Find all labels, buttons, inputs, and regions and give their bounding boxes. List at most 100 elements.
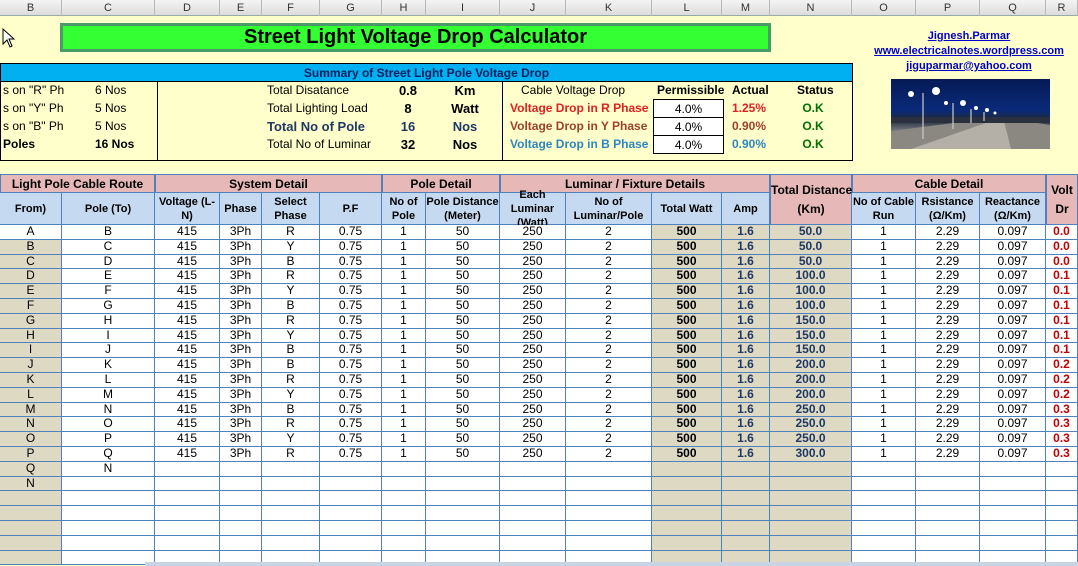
table-cell[interactable]: 1 xyxy=(382,402,426,418)
table-cell[interactable]: 2 xyxy=(566,313,652,329)
table-cell[interactable]: 50 xyxy=(426,269,500,285)
table-cell[interactable]: 415 xyxy=(155,402,220,418)
table-cell[interactable]: 2 xyxy=(566,431,652,447)
column-header-j[interactable]: J xyxy=(500,0,566,16)
column-header-r[interactable]: R xyxy=(1046,0,1078,16)
column-header-m[interactable]: M xyxy=(722,0,770,16)
table-cell[interactable]: 2 xyxy=(566,343,652,359)
table-cell[interactable]: O xyxy=(62,417,155,433)
column-header-e[interactable]: E xyxy=(220,0,262,16)
table-cell[interactable]: 50 xyxy=(426,357,500,373)
table-cell[interactable]: 0.75 xyxy=(320,298,382,314)
column-header-i[interactable]: I xyxy=(426,0,500,16)
permissible-input[interactable]: 4.0% xyxy=(653,135,724,154)
table-cell[interactable]: 2 xyxy=(566,387,652,403)
table-cell[interactable]: Q xyxy=(62,446,155,462)
column-header-n[interactable]: N xyxy=(770,0,852,16)
table-cell[interactable]: 0.75 xyxy=(320,254,382,270)
table-cell[interactable]: 0.75 xyxy=(320,446,382,462)
email-link[interactable]: jiguparmar@yahoo.com xyxy=(906,60,1032,72)
table-cell[interactable]: 50 xyxy=(426,431,500,447)
table-cell[interactable]: 3Ph xyxy=(220,283,262,299)
table-cell[interactable]: 3Ph xyxy=(220,239,262,255)
table-cell[interactable]: 2 xyxy=(566,254,652,270)
table-cell[interactable]: N xyxy=(62,402,155,418)
table-cell[interactable]: H xyxy=(62,313,155,329)
table-cell[interactable]: 2 xyxy=(566,357,652,373)
table-cell[interactable]: 3Ph xyxy=(220,269,262,285)
table-cell[interactable]: Y xyxy=(262,283,320,299)
table-cell[interactable]: 250 xyxy=(500,387,566,403)
table-cell[interactable]: 2 xyxy=(566,224,652,240)
table-cell[interactable]: 50 xyxy=(426,328,500,344)
table-cell[interactable]: 250 xyxy=(500,298,566,314)
table-cell[interactable]: K xyxy=(62,357,155,373)
table-cell[interactable]: Y xyxy=(262,431,320,447)
table-cell[interactable]: B xyxy=(262,402,320,418)
table-cell[interactable]: 50 xyxy=(426,372,500,388)
table-cell[interactable]: 250 xyxy=(500,446,566,462)
table-cell[interactable]: 0.75 xyxy=(320,402,382,418)
table-cell[interactable]: 0.75 xyxy=(320,239,382,255)
column-header-q[interactable]: Q xyxy=(980,0,1046,16)
table-cell[interactable]: R xyxy=(262,417,320,433)
table-cell[interactable]: 250 xyxy=(500,372,566,388)
table-cell[interactable]: 1 xyxy=(382,239,426,255)
column-header-l[interactable]: L xyxy=(652,0,722,16)
table-cell[interactable]: 1 xyxy=(382,417,426,433)
table-cell[interactable]: 250 xyxy=(500,283,566,299)
table-cell[interactable]: B xyxy=(62,224,155,240)
table-cell[interactable]: 50 xyxy=(426,298,500,314)
table-cell[interactable]: 0.75 xyxy=(320,224,382,240)
table-cell[interactable]: 415 xyxy=(155,446,220,462)
table-cell[interactable]: 50 xyxy=(426,417,500,433)
table-cell[interactable]: L xyxy=(62,372,155,388)
table-cell[interactable]: 2 xyxy=(566,283,652,299)
table-cell[interactable]: 3Ph xyxy=(220,446,262,462)
table-cell[interactable]: 0.75 xyxy=(320,387,382,403)
table-cell[interactable]: 2 xyxy=(566,239,652,255)
table-cell[interactable]: 415 xyxy=(155,431,220,447)
table-cell[interactable]: B xyxy=(262,357,320,373)
table-cell[interactable]: M xyxy=(62,387,155,403)
table-cell[interactable]: 0.75 xyxy=(320,417,382,433)
table-cell[interactable]: 50 xyxy=(426,239,500,255)
table-cell[interactable]: 0.75 xyxy=(320,313,382,329)
table-cell[interactable]: 0.75 xyxy=(320,328,382,344)
table-cell[interactable]: Y xyxy=(262,239,320,255)
permissible-input[interactable]: 4.0% xyxy=(653,99,724,118)
table-cell[interactable]: G xyxy=(62,298,155,314)
permissible-input[interactable]: 4.0% xyxy=(653,117,724,136)
table-cell[interactable]: 250 xyxy=(500,313,566,329)
table-cell[interactable]: 415 xyxy=(155,387,220,403)
table-cell[interactable]: 250 xyxy=(500,254,566,270)
table-cell[interactable]: 3Ph xyxy=(220,387,262,403)
table-cell[interactable]: 415 xyxy=(155,298,220,314)
table-cell[interactable]: 250 xyxy=(500,343,566,359)
table-cell[interactable]: 415 xyxy=(155,254,220,270)
table-cell[interactable]: R xyxy=(262,372,320,388)
column-header-c[interactable]: C xyxy=(62,0,155,16)
table-cell[interactable]: R xyxy=(262,446,320,462)
table-cell[interactable]: 3Ph xyxy=(220,313,262,329)
table-cell[interactable]: 250 xyxy=(500,402,566,418)
table-cell[interactable]: 1 xyxy=(382,224,426,240)
table-cell[interactable]: 415 xyxy=(155,224,220,240)
table-cell[interactable]: 0.75 xyxy=(320,283,382,299)
table-cell[interactable]: 415 xyxy=(155,313,220,329)
table-cell[interactable]: E xyxy=(62,269,155,285)
table-cell[interactable]: Y xyxy=(262,328,320,344)
table-cell[interactable]: 0.75 xyxy=(320,343,382,359)
table-cell[interactable]: 250 xyxy=(500,417,566,433)
table-cell[interactable]: B xyxy=(262,298,320,314)
table-cell[interactable]: 3Ph xyxy=(220,298,262,314)
table-cell[interactable]: Y xyxy=(262,387,320,403)
column-header-p[interactable]: P xyxy=(916,0,980,16)
table-cell[interactable]: 50 xyxy=(426,343,500,359)
table-cell[interactable]: 0.75 xyxy=(320,431,382,447)
table-cell[interactable]: I xyxy=(62,328,155,344)
table-cell[interactable]: 50 xyxy=(426,402,500,418)
table-cell[interactable]: 3Ph xyxy=(220,417,262,433)
table-cell[interactable]: 3Ph xyxy=(220,402,262,418)
table-cell[interactable]: 0.75 xyxy=(320,357,382,373)
